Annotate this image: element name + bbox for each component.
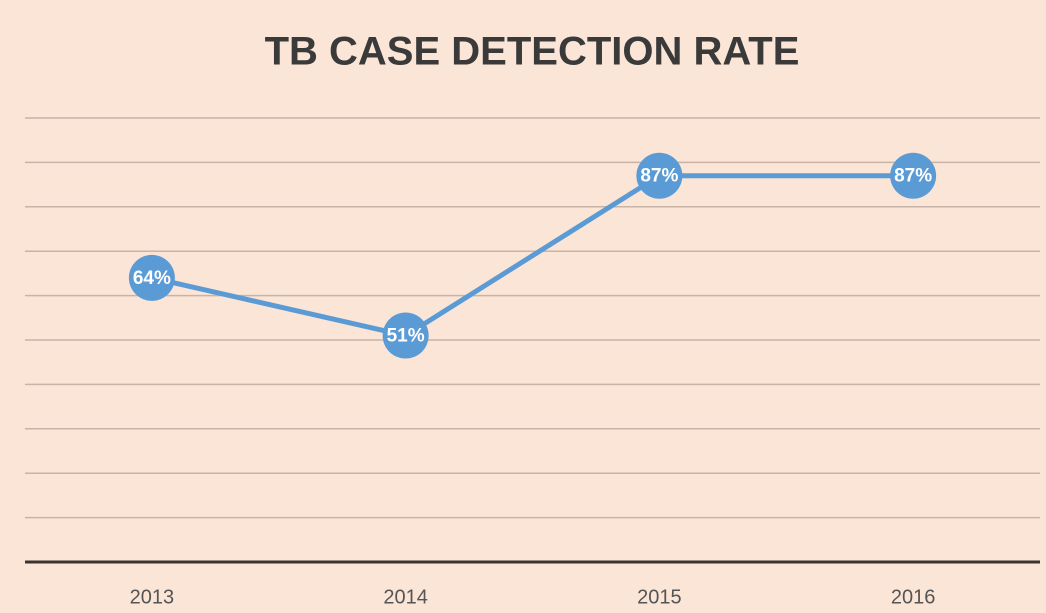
data-label: 51% — [387, 326, 425, 347]
line — [151, 173, 914, 339]
data-label: 64% — [133, 268, 171, 289]
data-label: 87% — [894, 166, 932, 187]
marker — [636, 152, 683, 199]
x-tick-label: 2015 — [637, 586, 682, 608]
x-tick-label: 2013 — [130, 586, 175, 608]
x-tick-label: 2014 — [383, 586, 428, 608]
marker — [382, 312, 429, 359]
data-label: 87% — [640, 166, 678, 187]
x-tick-label: 2016 — [891, 586, 936, 608]
chart-title: TB CASE DETECTION RATE — [265, 30, 800, 74]
marker — [128, 254, 175, 301]
marker — [890, 152, 937, 199]
